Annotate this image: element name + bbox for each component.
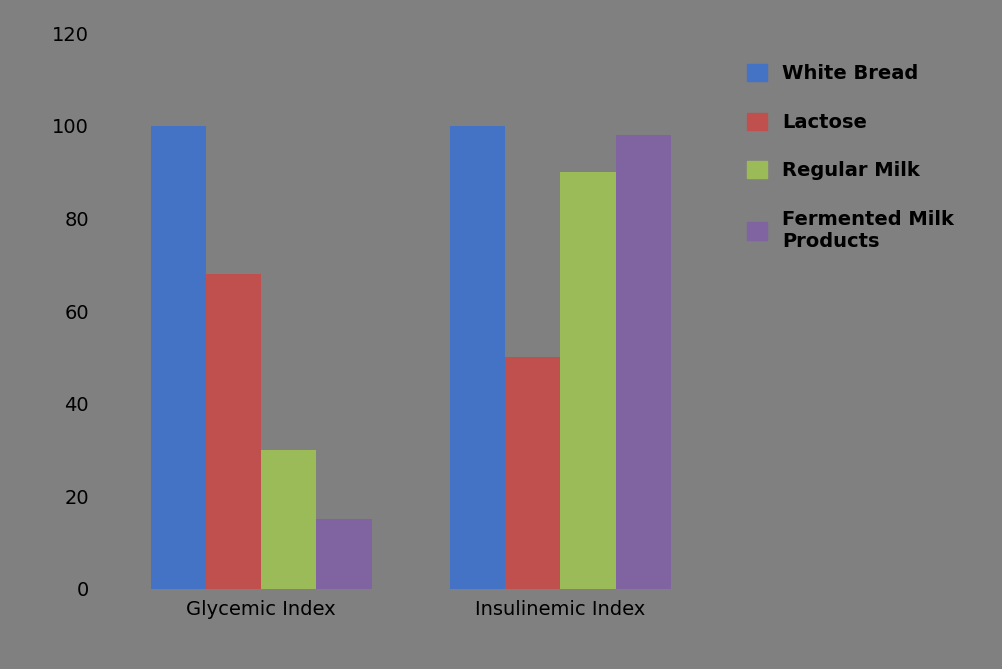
Bar — [317, 519, 372, 589]
Bar — [450, 126, 505, 589]
Bar — [505, 357, 560, 589]
Bar — [262, 450, 317, 589]
Bar — [615, 135, 670, 589]
Bar — [560, 173, 615, 589]
Bar — [151, 126, 206, 589]
Legend: White Bread, Lactose, Regular Milk, Fermented Milk
Products: White Bread, Lactose, Regular Milk, Ferm… — [737, 54, 964, 260]
Bar — [206, 274, 262, 589]
